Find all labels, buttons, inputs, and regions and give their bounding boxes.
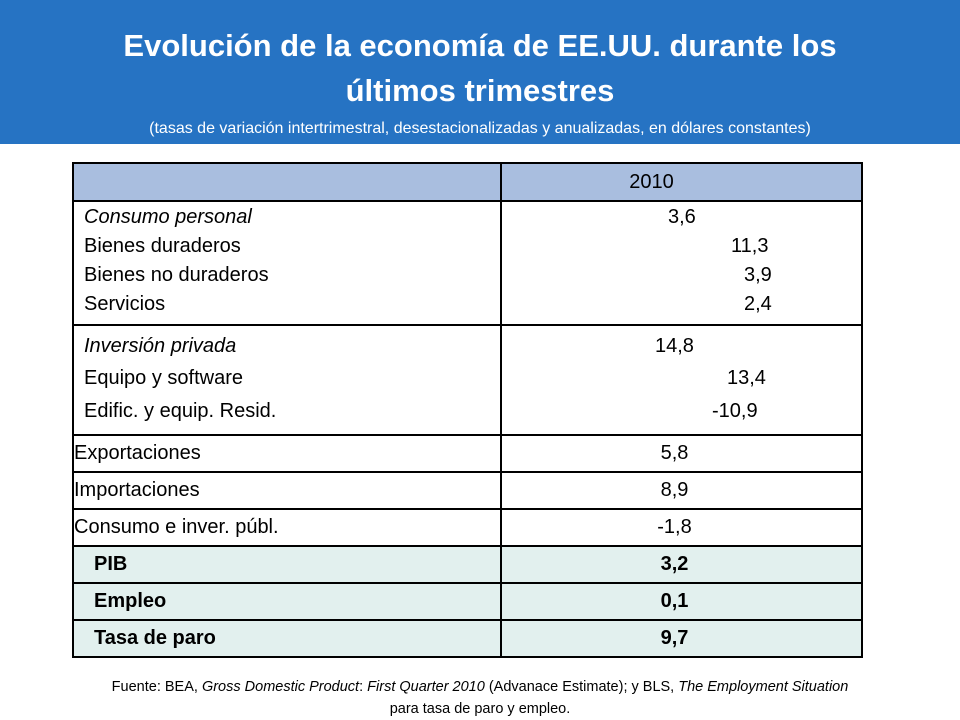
row-label: Tasa de paro bbox=[72, 619, 502, 658]
economy-table: 2010 Consumo personal Bienes duraderos B… bbox=[72, 162, 863, 658]
header-empty-cell bbox=[72, 162, 502, 202]
page-title-line1: Evolución de la economía de EE.UU. duran… bbox=[123, 28, 837, 63]
inversion-values: 14,8 13,4 -10,9 bbox=[500, 324, 863, 436]
source-colon: : bbox=[359, 679, 368, 695]
row-label: Consumo e inver. públ. bbox=[72, 508, 502, 547]
row-label: Importaciones bbox=[72, 471, 502, 510]
row-label: Edific. y equip. Resid. bbox=[84, 400, 277, 422]
row-value: 3,6 bbox=[668, 206, 696, 228]
page-title-line2: últimos trimestres bbox=[345, 73, 615, 108]
row-label: Equipo y software bbox=[84, 367, 243, 389]
table-row-empleo: Empleo 0,1 bbox=[72, 582, 863, 621]
table-row: Exportaciones 5,8 bbox=[72, 434, 863, 473]
source-title: First Quarter 2010 bbox=[367, 679, 485, 695]
row-label: Bienes duraderos bbox=[84, 235, 241, 257]
row-value: 0,1 bbox=[500, 582, 863, 621]
row-value: 3,9 bbox=[744, 264, 772, 286]
row-value: 8,9 bbox=[500, 471, 863, 510]
table-row-inversion: Inversión privada Equipo y software Edif… bbox=[72, 324, 863, 436]
title-banner: Evolución de la economía de EE.UU. duran… bbox=[0, 0, 960, 144]
row-value: 2,4 bbox=[744, 293, 772, 315]
inversion-labels: Inversión privada Equipo y software Edif… bbox=[72, 324, 502, 436]
row-value: 9,7 bbox=[500, 619, 863, 658]
table-header-row: 2010 bbox=[72, 162, 863, 202]
source-line1: Fuente: BEA, Gross Domestic Product: Fir… bbox=[0, 676, 960, 698]
row-label: Consumo personal bbox=[84, 206, 252, 228]
row-value: 11,3 bbox=[731, 235, 769, 257]
year-header: 2010 bbox=[500, 162, 863, 202]
row-label: Empleo bbox=[72, 582, 502, 621]
table-row-consumo: Consumo personal Bienes duraderos Bienes… bbox=[72, 200, 863, 326]
source-line2: para tasa de paro y empleo. bbox=[389, 701, 571, 717]
row-value: -10,9 bbox=[712, 400, 758, 422]
row-value: 13,4 bbox=[727, 367, 766, 389]
row-label: Servicios bbox=[84, 293, 166, 315]
row-label: Inversión privada bbox=[84, 335, 237, 357]
row-value: 5,8 bbox=[500, 434, 863, 473]
source-mid: (Advanace Estimate); y BLS, bbox=[484, 679, 679, 695]
page-subtitle: (tasas de variación intertrimestral, des… bbox=[149, 120, 811, 137]
source-title: The Employment Situation bbox=[678, 679, 849, 695]
row-value: -1,8 bbox=[500, 508, 863, 547]
row-label: Exportaciones bbox=[72, 434, 502, 473]
consumo-values: 3,6 11,3 3,9 2,4 bbox=[500, 200, 863, 326]
row-label: Bienes no duraderos bbox=[84, 264, 269, 286]
table-row-paro: Tasa de paro 9,7 bbox=[72, 619, 863, 658]
table-row: Importaciones 8,9 bbox=[72, 471, 863, 510]
table-row-pib: PIB 3,2 bbox=[72, 545, 863, 584]
source-footer: Fuente: BEA, Gross Domestic Product: Fir… bbox=[0, 676, 960, 720]
source-prefix: Fuente: BEA, bbox=[111, 679, 202, 695]
consumo-labels: Consumo personal Bienes duraderos Bienes… bbox=[72, 200, 502, 326]
row-label: PIB bbox=[72, 545, 502, 584]
source-title: Gross Domestic Product bbox=[201, 679, 360, 695]
table-row: Consumo e inver. públ. -1,8 bbox=[72, 508, 863, 547]
row-value: 3,2 bbox=[500, 545, 863, 584]
row-value: 14,8 bbox=[655, 335, 694, 357]
